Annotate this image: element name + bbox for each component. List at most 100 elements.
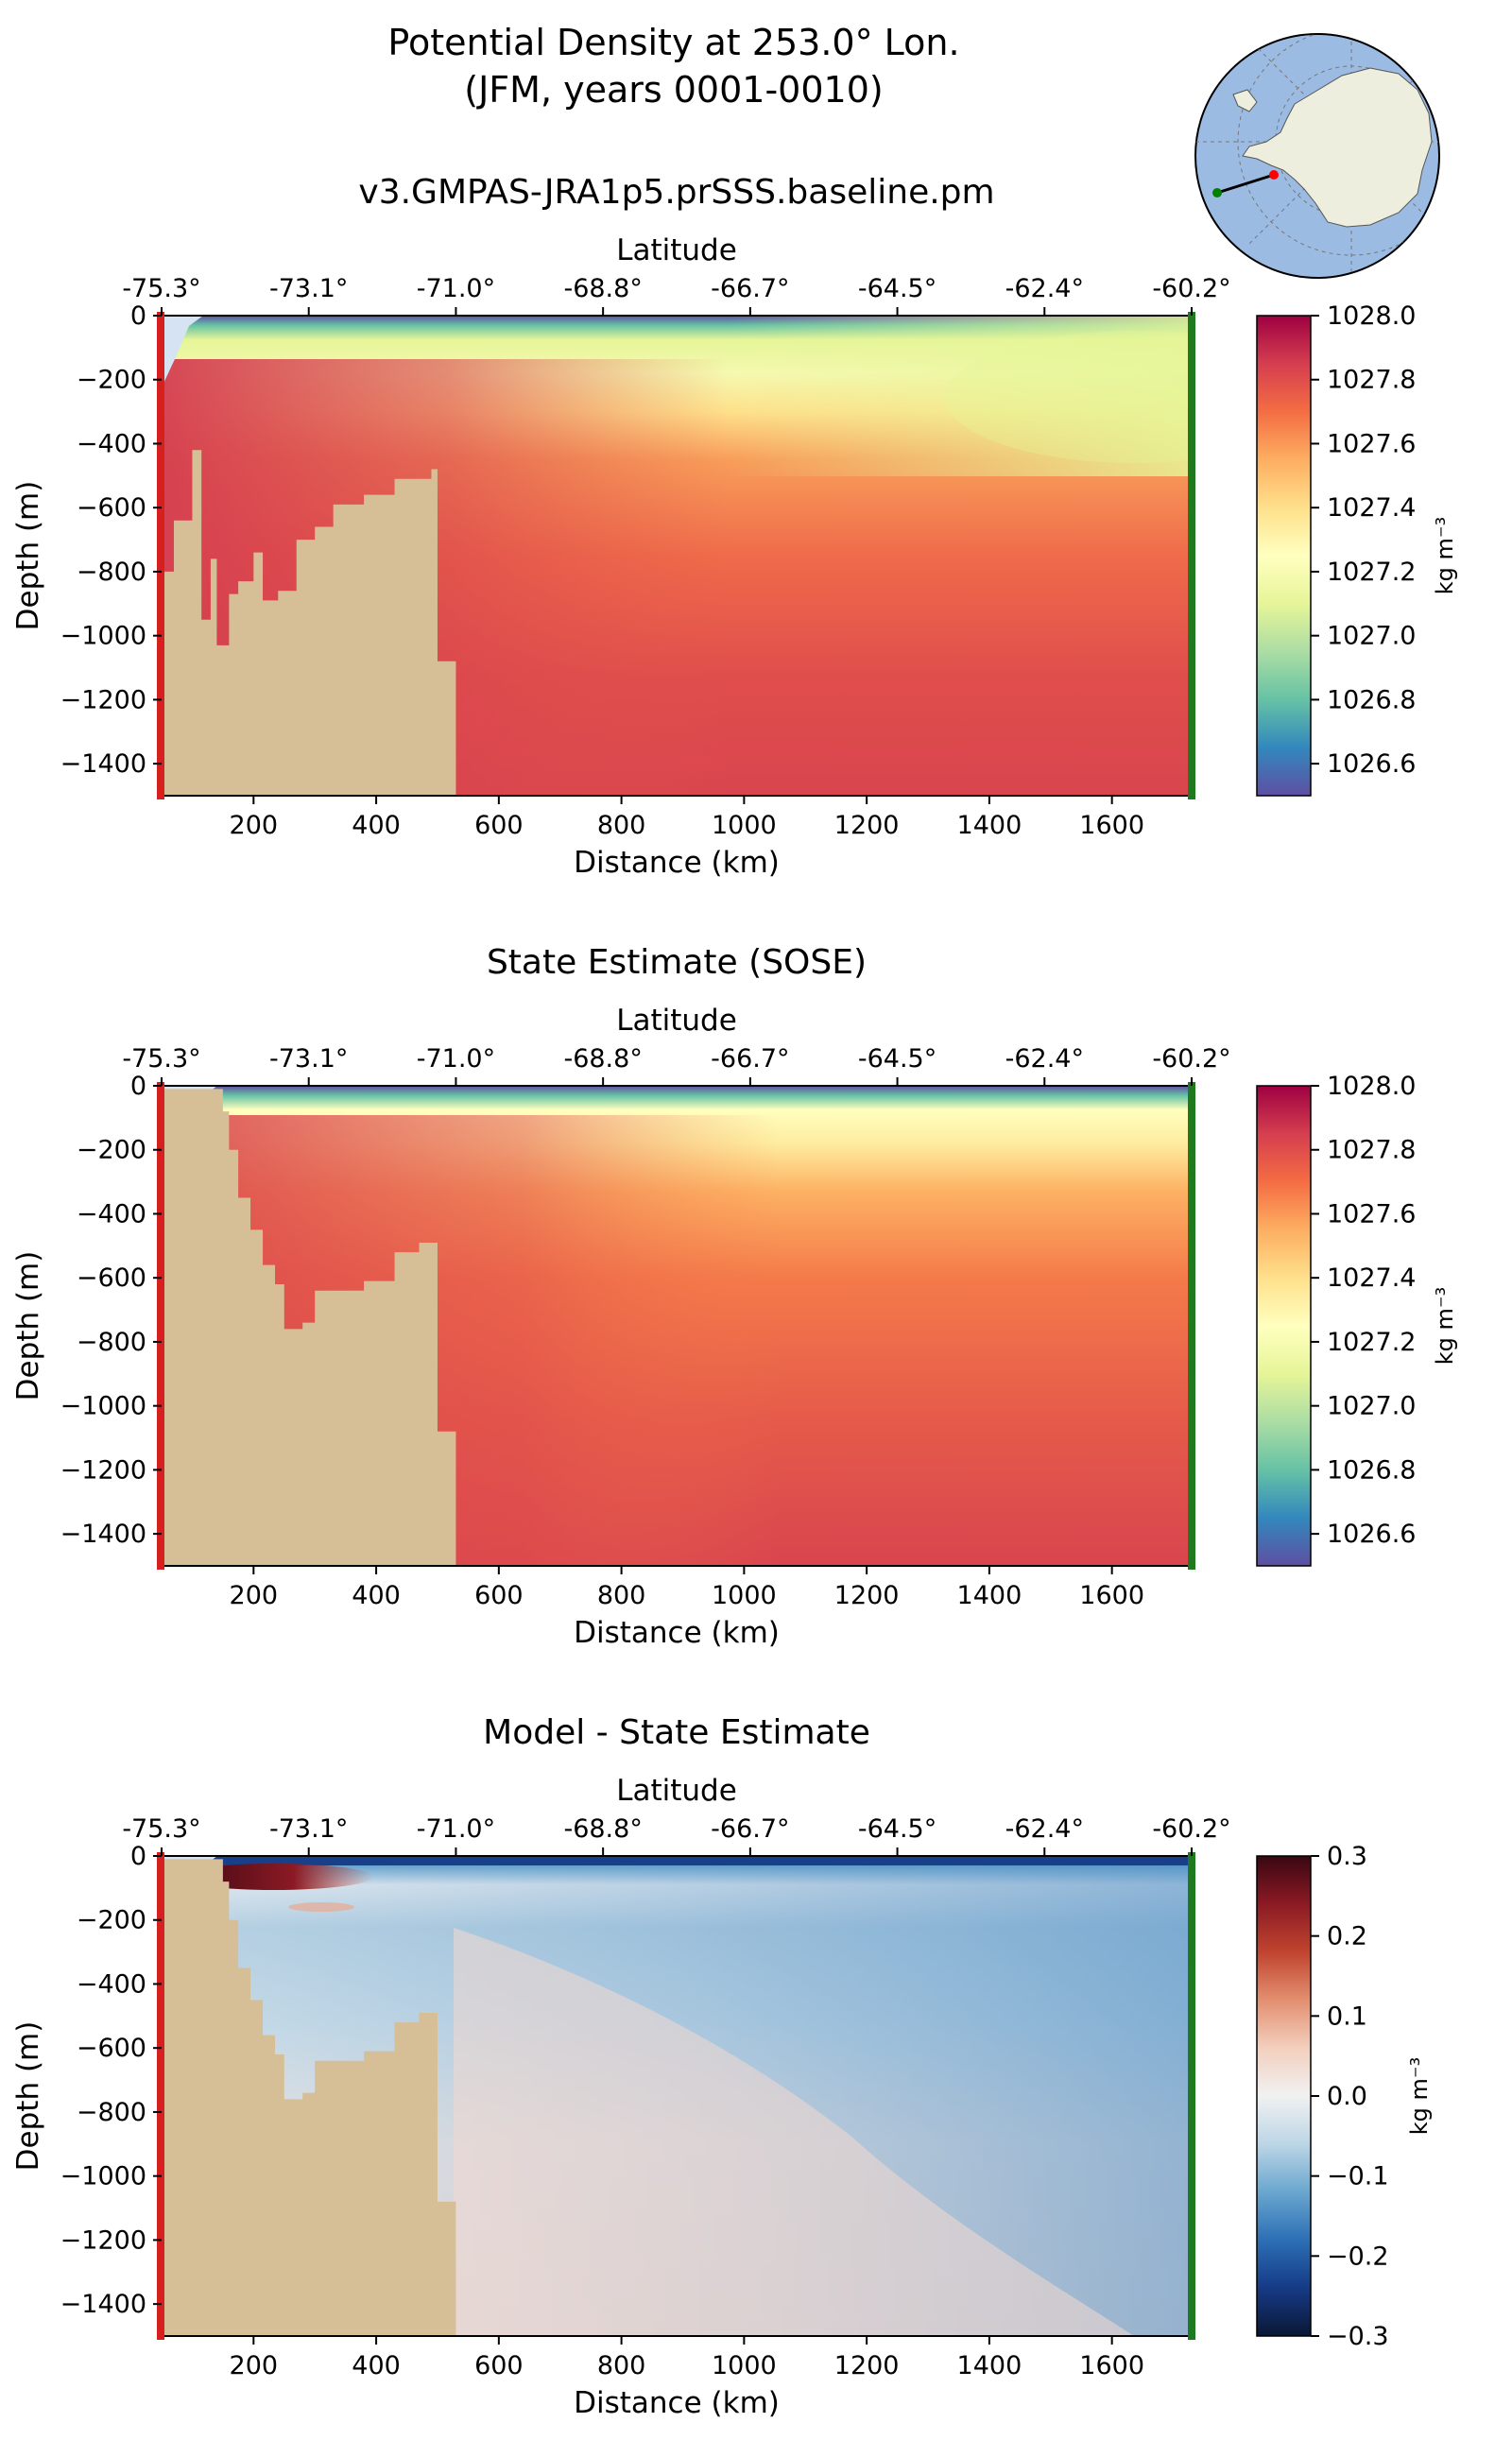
- diff-cbar-tick-label: −0.3: [1327, 2322, 1389, 2351]
- model-cbar-tick-label: 1027.8: [1327, 366, 1416, 395]
- sose-xtick-label: 1200: [834, 1581, 900, 1610]
- model-xtick-label: 400: [352, 811, 401, 840]
- panel-sose-ylabel: Depth (m): [11, 1251, 45, 1401]
- sose-ytick-label: 0: [130, 1072, 146, 1101]
- sose-xtick-label: 600: [474, 1581, 524, 1610]
- diff-ytick-label: −1200: [60, 2225, 146, 2255]
- sose-cbar-tick-label: 1027.0: [1327, 1392, 1416, 1421]
- section-start-marker: [1269, 170, 1279, 180]
- diff-lat-tick-label: -66.7°: [711, 1814, 789, 1844]
- diff-ytick-label: −1000: [60, 2162, 146, 2191]
- bathymetry-model: [162, 450, 456, 796]
- sose-cbar-tick-label: 1027.4: [1327, 1263, 1416, 1293]
- diff-xtick-label: 200: [230, 2351, 279, 2380]
- inset-map: [1194, 33, 1440, 279]
- panel-sose-title: State Estimate (SOSE): [487, 943, 867, 982]
- diff-lat-tick-label: -71.0°: [417, 1814, 495, 1844]
- sose-ytick-label: −1000: [60, 1392, 146, 1421]
- bathymetry-sose: [162, 1089, 456, 1566]
- sose-lat-tick-label: -71.0°: [417, 1044, 495, 1074]
- diff-lat-tick-label: -73.1°: [269, 1814, 348, 1844]
- diff-lat-tick-label: -68.8°: [563, 1814, 642, 1844]
- model-cbar-tick-label: 1027.0: [1327, 622, 1416, 651]
- sose-xtick-label: 1400: [957, 1581, 1022, 1610]
- sose-xtick-label: 1600: [1079, 1581, 1144, 1610]
- panel-model-end-bar: [1188, 312, 1195, 799]
- sose-xtick-label: 800: [597, 1581, 646, 1610]
- panel-model-xlabel: Distance (km): [574, 846, 780, 880]
- model-ytick-label: −200: [77, 366, 146, 395]
- sose-ytick-label: −1400: [60, 1520, 146, 1549]
- panel-diff: Model - State Estimate Latitude 200 400 60…: [11, 1713, 1433, 2420]
- model-cbar-tick-label: 1028.0: [1327, 301, 1416, 331]
- model-lat-tick-label: -64.5°: [858, 274, 936, 303]
- antarctica-landmass: [1242, 67, 1433, 228]
- panel-model-start-bar: [157, 312, 164, 799]
- sose-xtick-label: 1000: [712, 1581, 777, 1610]
- figure-title-line1: Potential Density at 253.0° Lon.: [387, 22, 959, 63]
- model-ytick-label: 0: [130, 301, 146, 331]
- section-line: [1216, 173, 1275, 195]
- sose-ytick-label: −800: [77, 1328, 146, 1357]
- model-cbar-tick-label: 1027.6: [1327, 429, 1416, 458]
- diff-xtick-label: 1400: [957, 2351, 1022, 2380]
- model-ytick-label: −600: [77, 493, 146, 523]
- panel-model: v3.GMPAS-JRA1p5.prSSS.baseline.pm Latitu…: [11, 173, 1458, 880]
- diff-ytick-label: −200: [77, 1906, 146, 1935]
- model-xtick-label: 800: [597, 811, 646, 840]
- model-lat-tick-label: -60.2°: [1152, 274, 1230, 303]
- diff-ytick-label: −400: [77, 1969, 146, 1999]
- model-xtick-label: 1200: [834, 811, 900, 840]
- model-ytick-label: −1000: [60, 622, 146, 651]
- model-xtick-label: 1600: [1079, 811, 1144, 840]
- panel-diff-title: Model - State Estimate: [483, 1713, 870, 1752]
- diff-xtick-label: 1600: [1079, 2351, 1144, 2380]
- sose-lat-tick-label: -73.1°: [269, 1044, 348, 1074]
- diff-cbar-tick-label: 0.3: [1327, 1842, 1367, 1871]
- panel-model-ylabel: Depth (m): [11, 481, 45, 631]
- sose-lat-tick-label: -64.5°: [858, 1044, 936, 1074]
- panel-sose-colorbar: [1256, 1085, 1312, 1567]
- sose-cbar-tick-label: 1026.6: [1327, 1520, 1416, 1549]
- panel-diff-cbar-label: kg m⁻³: [1406, 2057, 1433, 2135]
- sose-cbar-tick-label: 1028.0: [1327, 1072, 1416, 1101]
- diff-lat-tick-label: -62.4°: [1005, 1814, 1084, 1844]
- model-lat-tick-label: -68.8°: [563, 274, 642, 303]
- diff-xtick-label: 1200: [834, 2351, 900, 2380]
- sose-ytick-label: −400: [77, 1199, 146, 1228]
- model-cbar-tick-label: 1027.2: [1327, 558, 1416, 587]
- model-lat-tick-label: -66.7°: [711, 274, 789, 303]
- diff-lat-tick-label: -64.5°: [858, 1814, 936, 1844]
- diff-ytick-label: −800: [77, 2098, 146, 2127]
- sose-lat-tick-label: -75.3°: [122, 1044, 200, 1074]
- sose-cbar-tick-label: 1027.8: [1327, 1136, 1416, 1165]
- sose-ytick-label: −1200: [60, 1455, 146, 1485]
- panel-diff-end-bar: [1188, 1852, 1195, 2340]
- diff-cbar-tick-label: 0.0: [1327, 2082, 1367, 2111]
- model-cbar-tick-label: 1026.6: [1327, 749, 1416, 779]
- figure-title-line2: (JFM, years 0001-0010): [464, 69, 883, 111]
- model-lat-tick-label: -73.1°: [269, 274, 348, 303]
- diff-cbar-tick-label: −0.2: [1327, 2242, 1389, 2271]
- panel-sose: State Estimate (SOSE) Latitude 200 400 600…: [11, 943, 1458, 1650]
- sose-cbar-tick-label: 1026.8: [1327, 1455, 1416, 1485]
- sose-xtick-label: 400: [352, 1581, 401, 1610]
- sose-ytick-label: −200: [77, 1136, 146, 1165]
- sose-ytick-label: −600: [77, 1263, 146, 1293]
- panel-model-top-xlabel: Latitude: [616, 233, 737, 267]
- model-lat-tick-label: -71.0°: [417, 274, 495, 303]
- panel-diff-colorbar: [1256, 1855, 1312, 2337]
- model-lat-tick-label: -62.4°: [1005, 274, 1084, 303]
- panel-diff-xlabel: Distance (km): [574, 2386, 780, 2420]
- diff-cbar-tick-label: −0.1: [1327, 2162, 1389, 2191]
- panel-sose-cbar-label: kg m⁻³: [1432, 1287, 1458, 1365]
- panel-model-colorbar: [1256, 315, 1312, 797]
- model-lat-tick-label: -75.3°: [122, 274, 200, 303]
- model-ytick-label: −1400: [60, 749, 146, 779]
- diff-lat-tick-label: -60.2°: [1152, 1814, 1230, 1844]
- model-xtick-label: 1400: [957, 811, 1022, 840]
- diff-cbar-tick-label: 0.2: [1327, 1922, 1367, 1951]
- sose-lat-tick-label: -62.4°: [1005, 1044, 1084, 1074]
- diff-ytick-label: −600: [77, 2034, 146, 2063]
- diff-xtick-label: 400: [352, 2351, 401, 2380]
